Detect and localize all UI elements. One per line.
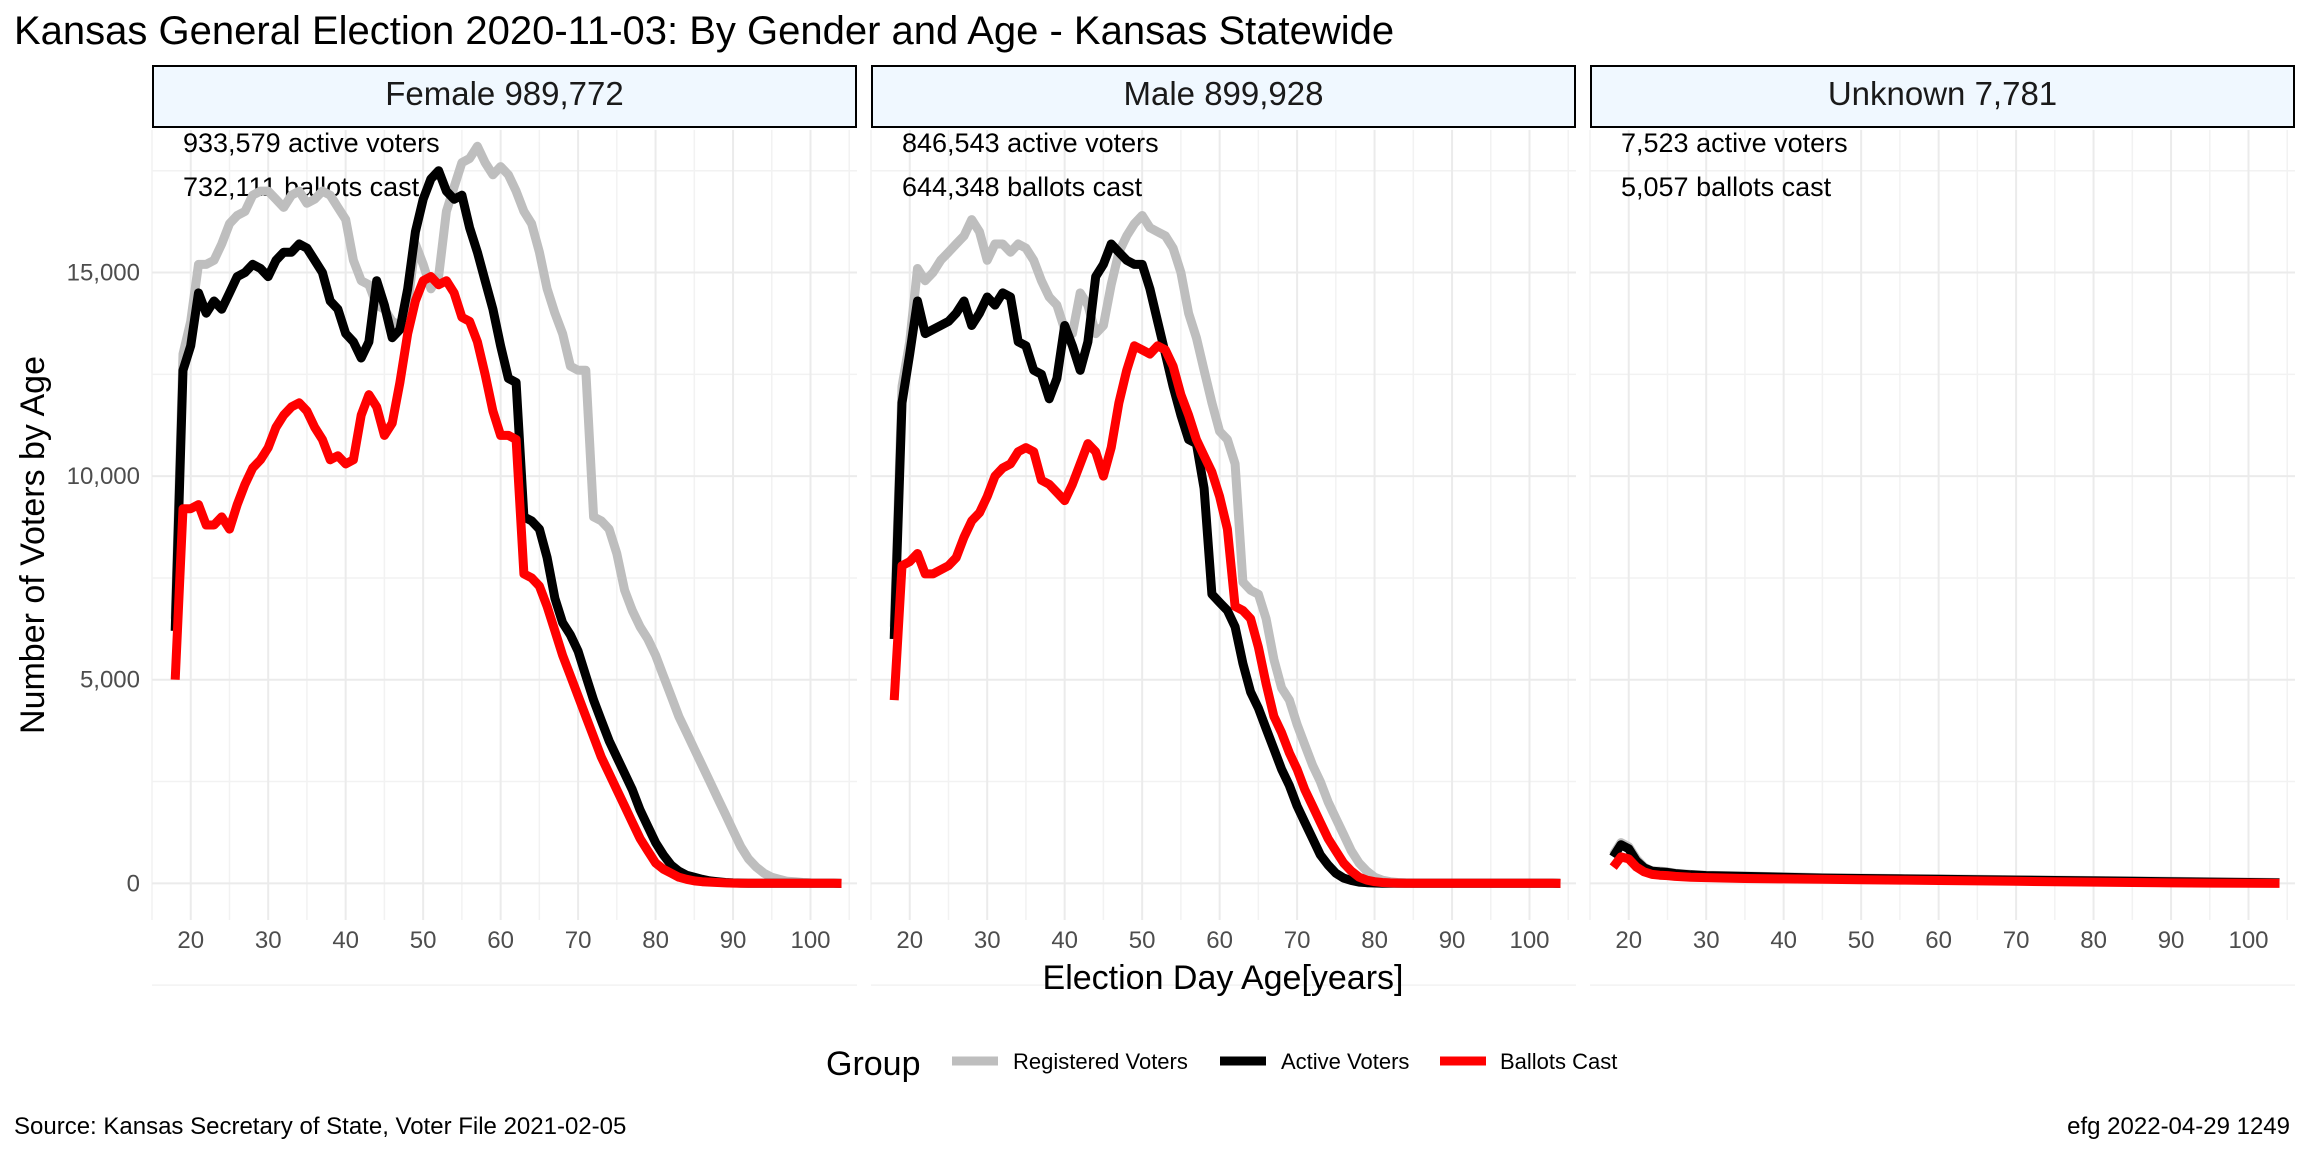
x-tick-label: 40 xyxy=(1051,927,1078,954)
x-tick-label: 40 xyxy=(1770,927,1797,954)
facet-strip-label: Male 899,928 xyxy=(1124,75,1324,112)
x-tick-label: 30 xyxy=(1693,927,1720,954)
facet-strip xyxy=(152,65,857,128)
legend: Group Registered Voters Active Voters Ball… xyxy=(826,1045,1617,1083)
x-tick-label: 60 xyxy=(1206,927,1233,954)
legend-label: Ballots Cast xyxy=(1500,1049,1617,1074)
active-voters-annotation: 846,543 active voters xyxy=(902,128,1159,158)
x-tick-label: 90 xyxy=(2158,927,2185,954)
source-caption: Source: Kansas Secretary of State, Voter… xyxy=(14,1113,626,1140)
series-line-ballots-cast xyxy=(1609,852,2280,888)
facet-strip-label: Female 989,772 xyxy=(385,75,624,112)
active-voters-annotation: 7,523 active voters xyxy=(1621,128,1848,158)
x-tick-label: 20 xyxy=(1615,927,1642,954)
series-line-active-voters xyxy=(170,166,842,888)
y-tick-label: 10,000 xyxy=(67,463,140,490)
x-tick-label: 20 xyxy=(896,927,923,954)
gridlines xyxy=(1589,130,2295,986)
x-tick-label: 80 xyxy=(1361,927,1388,954)
series-line-registered-voters xyxy=(170,141,811,888)
x-tick-label: 80 xyxy=(2080,927,2107,954)
facet-strip-label: Unknown 7,781 xyxy=(1828,75,2057,112)
x-tick-label: 100 xyxy=(2228,927,2268,954)
x-tick-label: 30 xyxy=(974,927,1001,954)
y-tick-label: 15,000 xyxy=(67,260,140,287)
x-tick-label: 100 xyxy=(790,927,830,954)
legend-label: Active Voters xyxy=(1281,1049,1409,1074)
panel-1: Male 899,928 846,543 active voters 644,348… xyxy=(870,65,1576,986)
x-tick-label: 80 xyxy=(642,927,669,954)
facet-strip xyxy=(871,65,1576,128)
x-tick-label: 50 xyxy=(410,927,437,954)
x-axis-label: Election Day Age[years] xyxy=(1043,959,1404,997)
series-line-ballots-cast xyxy=(170,272,842,888)
ballots-cast-annotation: 5,057 ballots cast xyxy=(1621,172,1832,202)
panel-2: Unknown 7,781 7,523 active voters 5,057 ba… xyxy=(1589,65,2295,986)
x-tick-label: 20 xyxy=(177,927,204,954)
x-tick-label: 50 xyxy=(1129,927,1156,954)
x-tick-label: 100 xyxy=(1509,927,1549,954)
x-tick-label: 60 xyxy=(1925,927,1952,954)
legend-title: Group xyxy=(826,1045,921,1083)
x-tick-label: 70 xyxy=(1284,927,1311,954)
y-tick-label: 0 xyxy=(127,870,140,897)
active-voters-annotation: 933,579 active voters xyxy=(183,128,440,158)
gridlines xyxy=(151,130,857,986)
x-tick-label: 30 xyxy=(255,927,282,954)
series-line-ballots-cast xyxy=(889,341,1561,888)
y-axis-label: Number of Voters by Age xyxy=(14,356,52,734)
x-tick-label: 90 xyxy=(1439,927,1466,954)
legend-label: Registered Voters xyxy=(1013,1049,1188,1074)
ballots-cast-annotation: 644,348 ballots cast xyxy=(902,172,1143,202)
x-tick-label: 50 xyxy=(1848,927,1875,954)
x-tick-label: 70 xyxy=(2003,927,2030,954)
facet-strip xyxy=(1590,65,2295,128)
chart-title: Kansas General Election 2020-11-03: By G… xyxy=(14,9,1394,53)
x-tick-label: 70 xyxy=(565,927,592,954)
y-tick-label: 5,000 xyxy=(80,667,140,694)
x-tick-label: 90 xyxy=(720,927,747,954)
gridlines xyxy=(870,130,1576,986)
x-tick-label: 60 xyxy=(487,927,514,954)
x-tick-label: 40 xyxy=(332,927,359,954)
credit-caption: efg 2022-04-29 1249 xyxy=(2067,1113,2290,1140)
